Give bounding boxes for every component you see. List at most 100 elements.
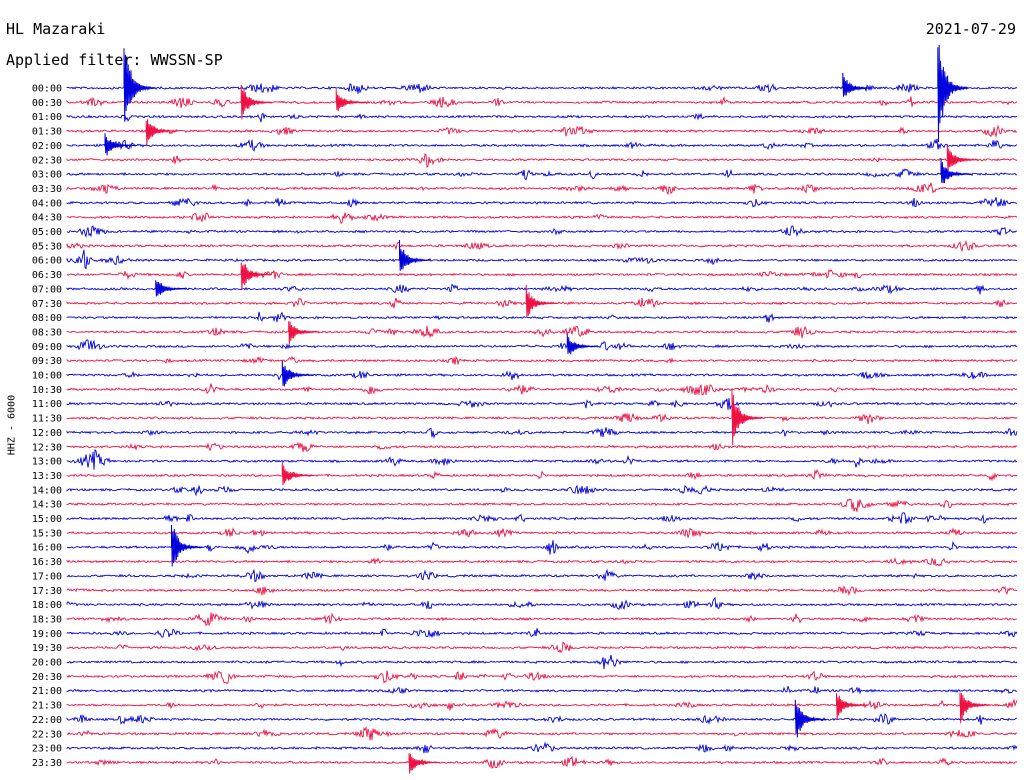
time-label-2330: 23:30 bbox=[32, 758, 62, 769]
trace-row-1700 bbox=[66, 568, 1018, 583]
trace-row-0000 bbox=[66, 83, 1018, 94]
trace-row-1630 bbox=[66, 557, 1018, 567]
trace-row-1230 bbox=[66, 441, 1018, 453]
time-label-0700: 07:00 bbox=[32, 284, 62, 295]
time-label-1730: 17:30 bbox=[32, 586, 62, 597]
trace-row-1830 bbox=[66, 612, 1017, 627]
trace-row-0900 bbox=[66, 339, 1018, 351]
trace-row-0830 bbox=[66, 325, 1018, 339]
event-spike-9 bbox=[399, 239, 431, 271]
time-label-1830: 18:30 bbox=[32, 614, 62, 625]
event-spike-5 bbox=[145, 119, 178, 146]
time-label-2100: 21:00 bbox=[32, 686, 62, 697]
event-spike-14 bbox=[566, 334, 599, 355]
trace-row-0230 bbox=[66, 153, 1018, 168]
time-label-1430: 14:30 bbox=[32, 500, 62, 511]
event-spike-17 bbox=[281, 462, 314, 486]
time-label-0100: 01:00 bbox=[32, 112, 62, 123]
trace-row-0300 bbox=[66, 168, 1017, 181]
trace-row-0500 bbox=[66, 225, 1018, 238]
event-spike-0 bbox=[123, 48, 156, 122]
trace-row-1400 bbox=[66, 484, 1018, 497]
event-spike-3 bbox=[240, 84, 273, 120]
time-label-2200: 22:00 bbox=[32, 715, 62, 726]
trace-row-0800 bbox=[66, 311, 1018, 323]
time-label-0230: 02:30 bbox=[32, 155, 62, 166]
event-spike-12 bbox=[525, 284, 558, 317]
trace-row-2300 bbox=[66, 741, 1018, 754]
time-label-1100: 11:00 bbox=[32, 399, 62, 410]
time-label-0300: 03:00 bbox=[32, 170, 62, 181]
time-label-0830: 08:30 bbox=[32, 327, 62, 338]
time-label-0600: 06:00 bbox=[32, 256, 62, 267]
event-spike-21 bbox=[794, 699, 827, 738]
time-label-0330: 03:30 bbox=[32, 184, 62, 195]
trace-row-2100 bbox=[66, 685, 1018, 695]
event-spike-20 bbox=[959, 692, 991, 724]
time-label-0930: 09:30 bbox=[32, 356, 62, 367]
trace-row-0130 bbox=[66, 124, 1018, 138]
trace-row-2330 bbox=[66, 755, 1018, 770]
time-label-1000: 10:00 bbox=[32, 371, 62, 382]
event-spike-6 bbox=[104, 133, 136, 156]
trace-row-2130 bbox=[66, 698, 1018, 711]
time-label-0130: 01:30 bbox=[32, 127, 62, 138]
time-label-2030: 20:30 bbox=[32, 672, 62, 683]
time-label-0630: 06:30 bbox=[32, 270, 62, 281]
time-label-1230: 12:30 bbox=[32, 442, 62, 453]
trace-row-2000 bbox=[66, 654, 1018, 670]
trace-row-1930 bbox=[66, 641, 1018, 654]
trace-row-0530 bbox=[66, 239, 1018, 252]
event-spike-11 bbox=[155, 280, 187, 297]
time-label-0730: 07:30 bbox=[32, 299, 62, 310]
time-label-1330: 13:30 bbox=[32, 471, 62, 482]
time-label-1700: 17:00 bbox=[32, 571, 62, 582]
trace-row-2230 bbox=[66, 725, 1018, 741]
event-spike-1 bbox=[842, 72, 874, 97]
event-spike-15 bbox=[281, 360, 314, 387]
trace-row-1200 bbox=[66, 427, 1018, 439]
station-title: HL Mazaraki bbox=[6, 20, 106, 38]
trace-row-0600 bbox=[66, 249, 1018, 270]
trace-row-1500 bbox=[66, 512, 1018, 524]
trace-row-1900 bbox=[66, 628, 1018, 638]
time-label-1630: 16:30 bbox=[32, 557, 62, 568]
time-label-1400: 14:00 bbox=[32, 485, 62, 496]
event-spike-8 bbox=[940, 158, 972, 184]
trace-row-2030 bbox=[66, 670, 1018, 684]
trace-row-0100 bbox=[66, 112, 1018, 123]
time-label-1900: 19:00 bbox=[32, 629, 62, 640]
time-label-0030: 00:30 bbox=[32, 98, 62, 109]
trace-row-0430 bbox=[66, 212, 1018, 224]
time-label-1500: 15:00 bbox=[32, 514, 62, 525]
trace-row-1330 bbox=[66, 468, 1018, 482]
time-label-0500: 05:00 bbox=[32, 227, 62, 238]
event-spike-19 bbox=[836, 693, 868, 720]
date-label: 2021-07-29 bbox=[925, 20, 1016, 38]
filter-label: Applied filter: WWSSN-SP bbox=[6, 51, 223, 69]
trace-row-0400 bbox=[66, 197, 1017, 208]
time-label-1200: 12:00 bbox=[32, 428, 62, 439]
time-label-1600: 16:00 bbox=[32, 543, 62, 554]
trace-row-0630 bbox=[66, 268, 1018, 281]
time-label-2300: 23:00 bbox=[32, 744, 62, 755]
event-spike-16 bbox=[731, 388, 763, 446]
time-label-1800: 18:00 bbox=[32, 600, 62, 611]
trace-row-1800 bbox=[66, 596, 1018, 611]
trace-row-1730 bbox=[66, 585, 1018, 597]
trace-row-0700 bbox=[66, 283, 1018, 295]
trace-row-1430 bbox=[66, 498, 1018, 512]
event-spike-2 bbox=[937, 44, 969, 143]
trace-row-0930 bbox=[66, 355, 1018, 366]
time-label-1930: 19:30 bbox=[32, 643, 62, 654]
event-spike-18 bbox=[171, 524, 203, 567]
time-label-1300: 13:00 bbox=[32, 457, 62, 468]
time-label-0000: 00:00 bbox=[32, 84, 62, 95]
time-label-2000: 20:00 bbox=[32, 658, 62, 669]
time-label-1130: 11:30 bbox=[32, 414, 62, 425]
time-label-0400: 04:00 bbox=[32, 198, 62, 209]
trace-row-1300 bbox=[66, 448, 1018, 470]
time-label-2230: 22:30 bbox=[32, 729, 62, 740]
event-spike-13 bbox=[288, 321, 320, 344]
